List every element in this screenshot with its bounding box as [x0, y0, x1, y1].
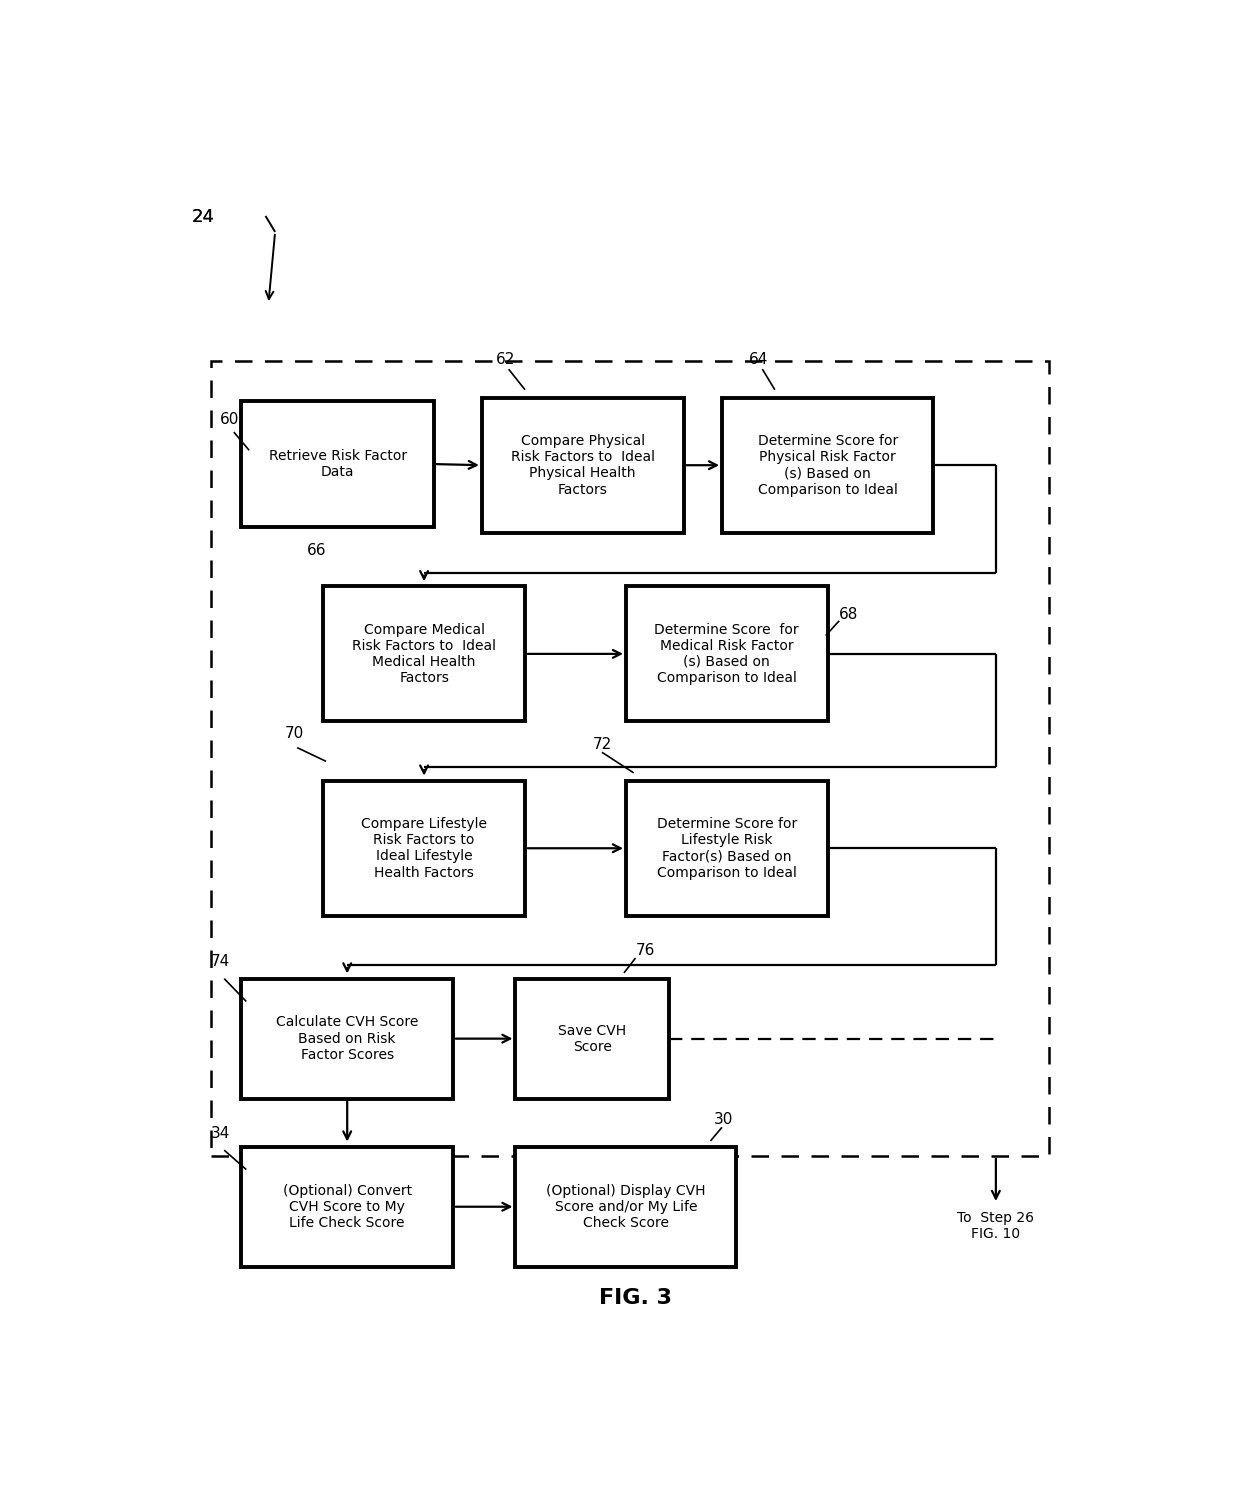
Bar: [626, 587, 828, 722]
Text: Determine Score for
Lifestyle Risk
Factor(s) Based on
Comparison to Ideal: Determine Score for Lifestyle Risk Facto…: [657, 817, 797, 879]
Text: 60: 60: [221, 413, 239, 428]
Bar: [242, 1146, 453, 1267]
Text: FIG. 3: FIG. 3: [599, 1287, 672, 1308]
Text: 24: 24: [191, 208, 215, 226]
Bar: [324, 587, 525, 722]
Text: Compare Medical
Risk Factors to  Ideal
Medical Health
Factors: Compare Medical Risk Factors to Ideal Me…: [352, 622, 496, 685]
Bar: [626, 781, 828, 916]
Text: 24: 24: [191, 208, 215, 226]
Text: 72: 72: [593, 737, 611, 753]
Text: Compare Lifestyle
Risk Factors to
Ideal Lifestyle
Health Factors: Compare Lifestyle Risk Factors to Ideal …: [361, 817, 487, 879]
Text: Determine Score for
Physical Risk Factor
(s) Based on
Comparison to Ideal: Determine Score for Physical Risk Factor…: [758, 434, 898, 496]
Text: To  Step 26
FIG. 10: To Step 26 FIG. 10: [957, 1210, 1034, 1241]
Bar: [242, 401, 434, 527]
Text: 64: 64: [749, 352, 769, 367]
Text: 30: 30: [714, 1112, 734, 1127]
Bar: [516, 1146, 737, 1267]
Text: (Optional) Convert
CVH Score to My
Life Check Score: (Optional) Convert CVH Score to My Life …: [283, 1184, 412, 1230]
Text: Save CVH
Score: Save CVH Score: [558, 1023, 626, 1054]
Text: (Optional) Display CVH
Score and/or My Life
Check Score: (Optional) Display CVH Score and/or My L…: [546, 1184, 706, 1230]
Text: 76: 76: [635, 943, 655, 958]
Bar: [722, 398, 934, 533]
Text: Calculate CVH Score
Based on Risk
Factor Scores: Calculate CVH Score Based on Risk Factor…: [277, 1016, 418, 1062]
Text: 70: 70: [285, 726, 304, 741]
Bar: [324, 781, 525, 916]
Text: 74: 74: [211, 955, 229, 970]
Bar: [516, 979, 670, 1099]
Bar: [481, 398, 683, 533]
Text: Retrieve Risk Factor
Data: Retrieve Risk Factor Data: [269, 448, 407, 480]
Bar: [242, 979, 453, 1099]
Text: 68: 68: [839, 607, 858, 622]
Bar: [211, 361, 1049, 1155]
Text: 66: 66: [306, 544, 326, 558]
Text: Compare Physical
Risk Factors to  Ideal
Physical Health
Factors: Compare Physical Risk Factors to Ideal P…: [511, 434, 655, 496]
Text: Determine Score  for
Medical Risk Factor
(s) Based on
Comparison to Ideal: Determine Score for Medical Risk Factor …: [655, 622, 799, 685]
Text: 34: 34: [211, 1126, 231, 1140]
Text: 62: 62: [496, 352, 516, 367]
